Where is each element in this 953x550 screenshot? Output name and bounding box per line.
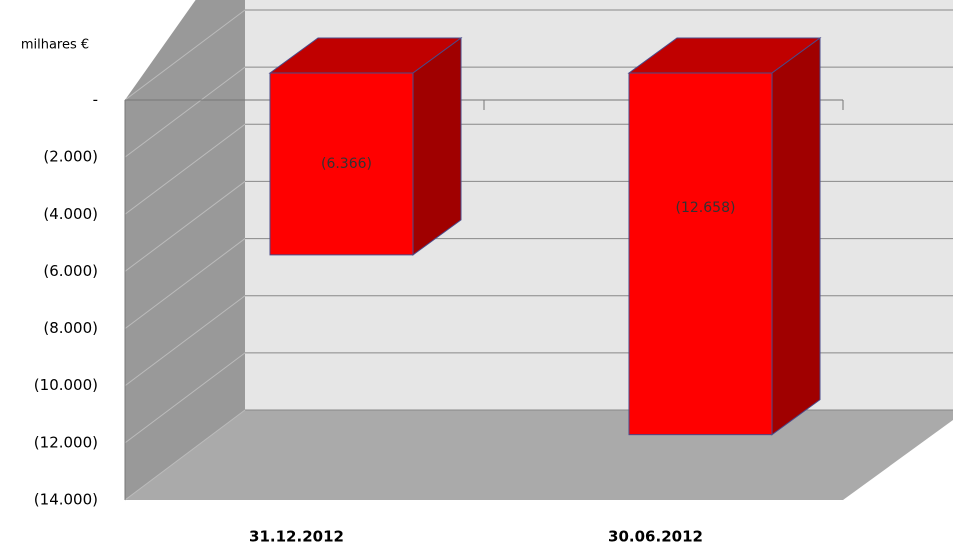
grid-line [124,238,246,329]
value-label: (12.658) [676,200,736,216]
floor [125,410,953,500]
axis-label: milhares € [21,38,89,53]
grid-line [124,295,246,387]
y-tick-label: (6.000) [43,262,98,280]
y-tick-label: (14.000) [34,491,98,509]
y-tick-label: (2.000) [43,148,98,166]
grid-line [124,181,246,272]
bar-side [412,37,462,256]
x-tick-label: 31.12.2012 [249,528,344,546]
y-tick-label: (12.000) [34,433,98,451]
grid-line [124,409,246,501]
bar-side [771,37,821,436]
bar [628,72,773,436]
grid-line [124,352,246,444]
grid-line [124,66,246,158]
y-tick-label: (8.000) [43,319,98,337]
value-label: (6.366) [321,156,372,172]
x-tick-label: 30.06.2012 [608,528,703,546]
y-tick-label: (10.000) [34,376,98,394]
bar [269,72,414,256]
y-tick-label: - [93,91,98,109]
grid-line [124,9,246,101]
grid-line [124,123,246,215]
y-tick-label: (4.000) [43,205,98,223]
